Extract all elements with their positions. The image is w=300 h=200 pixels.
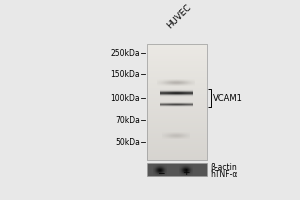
Bar [147, 77, 207, 79]
Text: 150kDa: 150kDa [110, 70, 140, 79]
Bar [147, 115, 207, 117]
Bar [147, 67, 207, 69]
Text: 70kDa: 70kDa [115, 116, 140, 125]
Bar [147, 102, 207, 104]
Text: VCAM1: VCAM1 [213, 94, 243, 103]
Bar [147, 138, 207, 140]
Bar [147, 134, 207, 136]
Bar [147, 119, 207, 121]
Bar [147, 73, 207, 75]
Bar [147, 136, 207, 138]
Bar [147, 50, 207, 52]
Bar [147, 96, 207, 98]
Bar [147, 56, 207, 57]
Bar [147, 44, 207, 46]
Bar [147, 148, 207, 150]
Bar [147, 81, 207, 83]
Text: 250kDa: 250kDa [110, 49, 140, 58]
Bar [147, 61, 207, 63]
Bar [147, 52, 207, 54]
Bar [147, 125, 207, 127]
Bar [147, 108, 207, 109]
Text: 100kDa: 100kDa [110, 94, 140, 103]
Bar [147, 84, 207, 86]
Bar [147, 106, 207, 108]
Bar [147, 142, 207, 144]
Bar [147, 163, 207, 176]
Bar [147, 123, 207, 125]
Bar [147, 144, 207, 146]
Bar [147, 54, 207, 56]
Bar [147, 109, 207, 111]
Bar [147, 127, 207, 129]
Bar [147, 104, 207, 106]
Bar [147, 146, 207, 148]
Bar [147, 63, 207, 65]
Bar [147, 44, 207, 160]
Bar [147, 100, 207, 102]
Bar [147, 48, 207, 50]
Bar [147, 156, 207, 158]
Bar [147, 46, 207, 48]
Bar [147, 88, 207, 90]
Bar [147, 154, 207, 156]
Text: −: − [157, 168, 164, 177]
Bar [147, 92, 207, 94]
Text: +: + [182, 168, 190, 177]
Bar [147, 152, 207, 154]
Bar [147, 129, 207, 131]
Bar [147, 131, 207, 133]
Bar [147, 59, 207, 61]
Bar [147, 113, 207, 115]
Bar [147, 79, 207, 81]
Bar [147, 121, 207, 123]
Bar [147, 57, 207, 59]
Text: 50kDa: 50kDa [115, 138, 140, 147]
Bar [147, 150, 207, 152]
Bar [147, 158, 207, 160]
Bar [147, 90, 207, 92]
Bar [147, 98, 207, 100]
Text: hTNF-α: hTNF-α [211, 170, 238, 179]
Bar [147, 94, 207, 96]
Text: β-actin: β-actin [211, 163, 238, 172]
Bar [147, 83, 207, 84]
Bar [147, 133, 207, 134]
Bar [147, 71, 207, 73]
Bar [147, 86, 207, 88]
Bar [147, 75, 207, 77]
Text: HUVEC: HUVEC [165, 2, 193, 30]
Bar [147, 140, 207, 142]
Bar [147, 117, 207, 119]
Bar [147, 111, 207, 113]
Bar [147, 65, 207, 67]
Bar [147, 69, 207, 71]
